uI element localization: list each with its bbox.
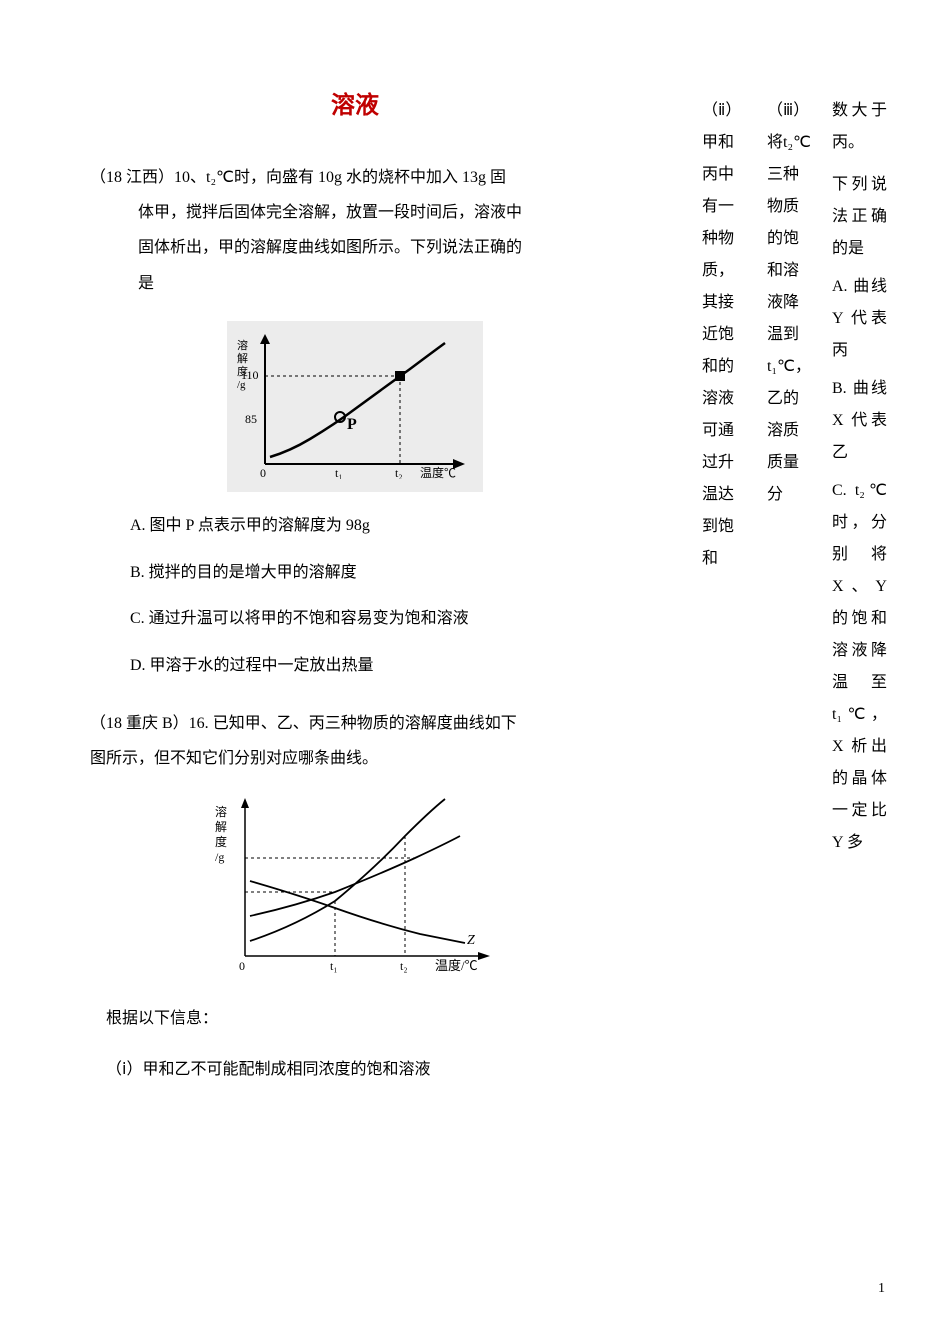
question-2: （18 重庆 B）16. 已知甲、乙、丙三种物质的溶解度曲线如下 图所示，但不知…: [90, 706, 620, 1087]
svg-text:P: P: [347, 416, 357, 433]
q1-stem: （18 江西）10、t₂℃时，向盛有 10g 水的烧杯中加入 13g 固 体甲，…: [90, 160, 620, 301]
svg-text:解: 解: [237, 351, 248, 365]
main-column: 溶液 （18 江西）10、t₂℃时，向盛有 10g 水的烧杯中加入 13g 固 …: [90, 85, 620, 1102]
svg-text:t₁: t₁: [335, 466, 343, 479]
solubility-curve-chart-1: 溶 解 度 /g 110 85 P t₁ t₂ 温度℃ 0: [235, 329, 475, 479]
side-columns: （ⅱ）甲和丙中有一种物质，其接近饱和的溶液可通过升温达到饱和 （ⅲ）将t₂℃三种…: [702, 95, 887, 859]
side-col-2: （ⅲ）将t₂℃三种物质的饱和溶液降温到t₁℃，乙的溶质质量分: [767, 95, 812, 859]
q2-stem: （18 重庆 B）16. 已知甲、乙、丙三种物质的溶解度曲线如下 图所示，但不知…: [90, 706, 620, 776]
question-1: （18 江西）10、t₂℃时，向盛有 10g 水的烧杯中加入 13g 固 体甲，…: [90, 160, 620, 681]
svg-text:t₁: t₁: [330, 959, 338, 973]
svg-text:t₂: t₂: [400, 959, 408, 973]
svg-text:/g: /g: [215, 850, 224, 864]
side-col-3: 数大于丙。 下列说法正确的是 A. 曲线 Y 代表丙 B. 曲线 X 代表乙 C…: [832, 95, 887, 859]
solubility-curve-chart-2: 溶 解 度 /g Z 0 t₁ t₂ 温度/℃: [205, 796, 505, 976]
svg-text:度: 度: [215, 834, 227, 849]
svg-text:0: 0: [239, 959, 245, 973]
svg-text:温度/℃: 温度/℃: [435, 958, 478, 973]
q2-info-i: （ⅰ）甲和乙不可能配制成相同浓度的饱和溶液: [90, 1052, 620, 1087]
q2-info-label: 根据以下信息：: [90, 1001, 620, 1036]
q1-chart: 溶 解 度 /g 110 85 P t₁ t₂ 温度℃ 0: [90, 321, 620, 492]
svg-text:85: 85: [245, 412, 257, 426]
svg-text:t₂: t₂: [395, 466, 403, 479]
q1-option-c: C. 通过升温可以将甲的不饱和容易变为饱和溶液: [90, 605, 620, 634]
svg-text:溶: 溶: [215, 804, 227, 819]
svg-text:解: 解: [215, 820, 227, 834]
svg-text:溶: 溶: [237, 338, 248, 352]
q1-option-b: B. 搅拌的目的是增大甲的溶解度: [90, 559, 620, 588]
side-col-1: （ⅱ）甲和丙中有一种物质，其接近饱和的溶液可通过升温达到饱和: [702, 95, 747, 859]
svg-text:110: 110: [241, 368, 259, 382]
q1-option-a: A. 图中 P 点表示甲的溶解度为 98g: [90, 512, 620, 541]
q1-option-d: D. 甲溶于水的过程中一定放出热量: [90, 652, 620, 681]
q2-chart: 溶 解 度 /g Z 0 t₁ t₂ 温度/℃: [90, 796, 620, 981]
page-number: 1: [878, 1281, 885, 1297]
svg-text:温度℃: 温度℃: [420, 465, 456, 479]
page-title: 溶液: [90, 85, 620, 120]
svg-text:0: 0: [260, 466, 266, 479]
svg-text:Z: Z: [467, 933, 475, 948]
